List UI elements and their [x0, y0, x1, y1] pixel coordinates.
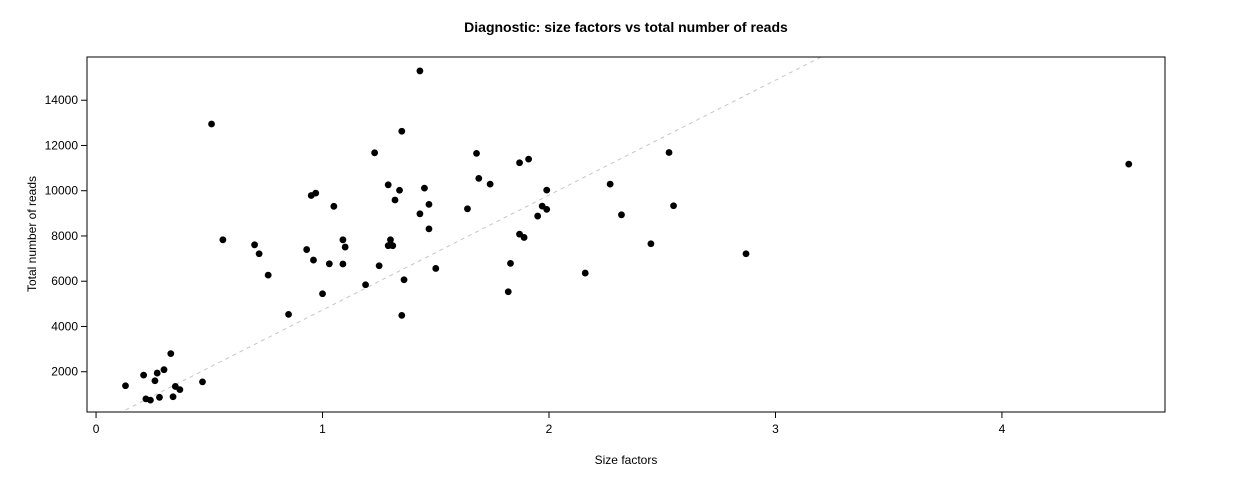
- data-point: [199, 378, 206, 386]
- data-point: [543, 186, 551, 194]
- data-point: [310, 256, 317, 264]
- data-point: [140, 371, 148, 379]
- x-tick-label: 1: [319, 422, 326, 436]
- data-point: [606, 180, 614, 188]
- data-point: [398, 311, 406, 319]
- data-point: [504, 288, 512, 296]
- data-point: [670, 202, 677, 210]
- data-point: [312, 189, 320, 197]
- x-tick-label: 0: [93, 422, 100, 436]
- data-point: [618, 211, 625, 219]
- x-tick-label: 4: [999, 422, 1006, 436]
- data-point: [156, 393, 163, 401]
- data-point: [581, 269, 589, 277]
- data-point: [507, 259, 514, 267]
- plot-border: [86, 56, 1166, 413]
- data-point: [151, 377, 159, 385]
- data-point: [416, 67, 424, 75]
- data-point: [208, 120, 215, 128]
- data-point: [475, 174, 483, 182]
- x-axis-title: Size factors: [595, 453, 658, 467]
- data-point: [255, 250, 263, 258]
- data-point: [432, 265, 440, 272]
- data-point: [396, 186, 403, 194]
- data-point: [416, 210, 424, 218]
- y-tick-label: 8000: [51, 229, 78, 243]
- reference-dashed-line: [125, 56, 821, 411]
- data-point: [647, 240, 655, 248]
- data-point: [339, 260, 347, 268]
- data-point: [160, 366, 168, 374]
- data-point: [384, 181, 392, 189]
- y-tick-label: 4000: [51, 319, 78, 333]
- data-point: [486, 180, 494, 188]
- x-tick-label: 2: [546, 422, 553, 436]
- y-tick-label: 10000: [45, 184, 79, 198]
- data-point: [303, 246, 311, 253]
- y-tick-label: 12000: [45, 138, 79, 152]
- data-point: [251, 241, 258, 249]
- y-tick-label: 2000: [51, 365, 78, 379]
- data-point: [264, 271, 272, 279]
- data-point: [147, 396, 154, 404]
- data-point: [319, 290, 326, 298]
- data-point: [339, 236, 347, 244]
- data-point: [400, 276, 408, 284]
- data-point: [219, 236, 227, 244]
- data-point: [543, 205, 551, 213]
- data-point: [464, 205, 471, 213]
- data-point: [473, 149, 480, 157]
- data-point: [285, 310, 292, 318]
- data-point: [387, 236, 394, 244]
- data-point: [375, 262, 383, 270]
- data-point: [153, 369, 161, 377]
- data-point: [665, 149, 673, 156]
- data-point: [371, 149, 379, 157]
- data-point: [425, 201, 433, 208]
- y-tick-label: 6000: [51, 274, 78, 288]
- data-point: [742, 250, 750, 258]
- plot-area: 0 1 2 3 4 2000 4000 6000 8000 10000 12000 14000: [45, 56, 1166, 436]
- x-tick-label: 3: [772, 422, 779, 436]
- data-point: [176, 386, 184, 394]
- data-point: [520, 234, 528, 241]
- data-point: [421, 184, 428, 192]
- data-point: [341, 243, 349, 251]
- data-point: [330, 202, 338, 210]
- plot-title: Diagnostic: size factors vs total number…: [464, 19, 788, 35]
- data-point: [398, 127, 406, 135]
- y-tick-label: 14000: [45, 93, 79, 107]
- data-point: [534, 212, 542, 220]
- data-point: [516, 159, 523, 167]
- data-point: [122, 382, 129, 390]
- data-point: [389, 242, 397, 250]
- data-point: [425, 225, 433, 233]
- data-point: [169, 393, 177, 401]
- data-point: [525, 155, 533, 163]
- data-point: [1125, 160, 1133, 168]
- data-point: [325, 260, 333, 268]
- data-point: [391, 196, 399, 204]
- y-axis-title: Total number of reads: [25, 176, 39, 292]
- data-point: [362, 281, 369, 289]
- data-point: [167, 350, 175, 358]
